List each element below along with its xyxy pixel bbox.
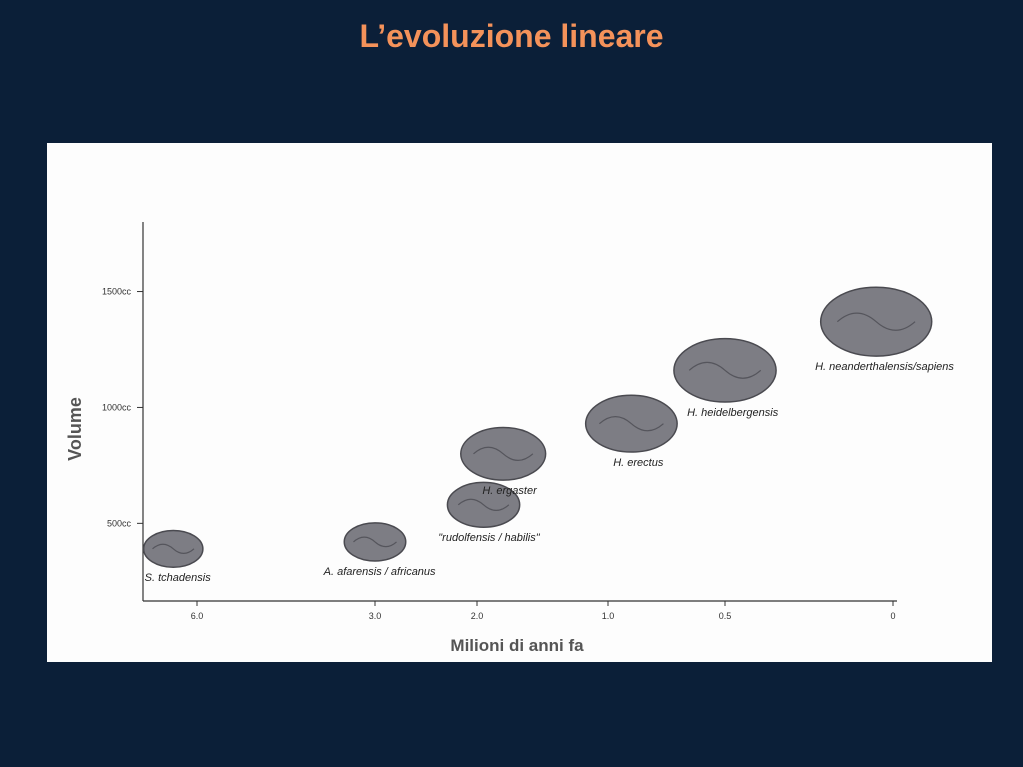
brain-fold [688, 361, 762, 379]
point-label: S. tchadensis [145, 572, 212, 584]
slide-title: L’evoluzione lineare [359, 18, 664, 54]
point-label: H. ergaster [482, 485, 538, 497]
x-tick-label: 0 [890, 611, 895, 621]
point-label: H. erectus [613, 457, 664, 469]
x-axis-label: Milioni di anni fa [450, 636, 584, 655]
x-tick-label: 6.0 [191, 611, 204, 621]
chart-panel: Volume Milioni di anni fa 500cc 1000cc 150… [47, 143, 992, 662]
y-tick-label: 1000cc [102, 402, 132, 412]
y-tick-label: 500cc [107, 518, 132, 528]
x-tick-label: 2.0 [471, 611, 484, 621]
point-label: A. afarensis / africanus [323, 566, 436, 578]
brain-fold [457, 498, 510, 511]
point-label: "rudolfensis / habilis" [438, 532, 540, 544]
point-label: H. neanderthalensis/sapiens [815, 361, 954, 373]
y-tick-label: 1500cc [102, 287, 132, 297]
brain-fold [836, 312, 916, 331]
brain-fold [473, 446, 534, 461]
brain-fold [152, 543, 195, 555]
x-tick-label: 0.5 [719, 611, 732, 621]
x-tick-label: 3.0 [369, 611, 382, 621]
x-tick-label: 1.0 [602, 611, 615, 621]
point-label: H. heidelbergensis [687, 407, 779, 419]
chart: Volume Milioni di anni fa 500cc 1000cc 150… [65, 222, 954, 655]
y-axis-label: Volume [65, 397, 85, 461]
brain-fold [353, 536, 397, 548]
brain-fold [598, 415, 664, 432]
